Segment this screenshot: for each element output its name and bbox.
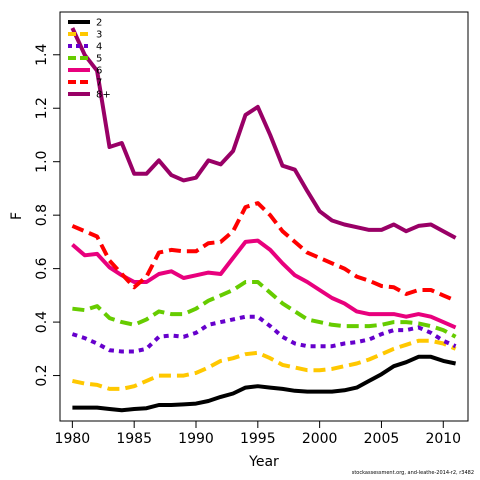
legend-label-2: 2 — [96, 18, 102, 29]
y-tick-label-0.2: 0.2 — [34, 364, 50, 386]
x-tick-label-2010: 2010 — [425, 431, 461, 447]
legend-label-5: 5 — [96, 54, 102, 65]
legend-label-4: 4 — [96, 42, 102, 53]
y-axis-label: F — [9, 212, 25, 220]
series-layer — [70, 27, 457, 413]
plot-frame — [59, 11, 469, 422]
series-line-7 — [71, 201, 457, 303]
x-tick-label-1980: 1980 — [55, 431, 91, 447]
y-tick-label-1.0: 1.0 — [34, 151, 50, 173]
x-axis-label: Year — [248, 454, 279, 470]
y-tick-label-0.6: 0.6 — [34, 257, 50, 279]
series-line-2 — [72, 354, 457, 413]
legend-label-3: 3 — [96, 30, 102, 41]
series-line-4 — [71, 314, 457, 354]
y-axis: 0.2 0.4 0.6 0.8 1.0 1.2 1.4 — [34, 44, 60, 387]
x-axis: 1980 1985 1990 1995 2000 2005 2010 — [55, 421, 461, 447]
x-tick-label-1990: 1990 — [178, 431, 214, 447]
x-tick-label-2005: 2005 — [364, 431, 400, 447]
legend-label-6: 6 — [96, 66, 102, 77]
legend-label-7: 7 — [96, 78, 102, 89]
y-tick-label-1.2: 1.2 — [34, 97, 50, 119]
series-line-5 — [72, 280, 457, 339]
series-line-8+ — [70, 27, 457, 240]
y-tick-label-0.4: 0.4 — [34, 311, 50, 333]
legend-label-8+: 8+ — [96, 90, 111, 101]
series-line-3 — [71, 338, 457, 391]
source-credit: stockassessment.org, and-leathe-2014-r2,… — [351, 470, 474, 476]
y-tick-label-0.8: 0.8 — [34, 204, 50, 226]
x-tick-label-1995: 1995 — [240, 431, 276, 447]
y-tick-label-1.4: 1.4 — [34, 44, 50, 66]
x-tick-label-2000: 2000 — [302, 431, 338, 447]
x-tick-label-1985: 1985 — [116, 431, 152, 447]
series-line-6 — [71, 238, 457, 330]
